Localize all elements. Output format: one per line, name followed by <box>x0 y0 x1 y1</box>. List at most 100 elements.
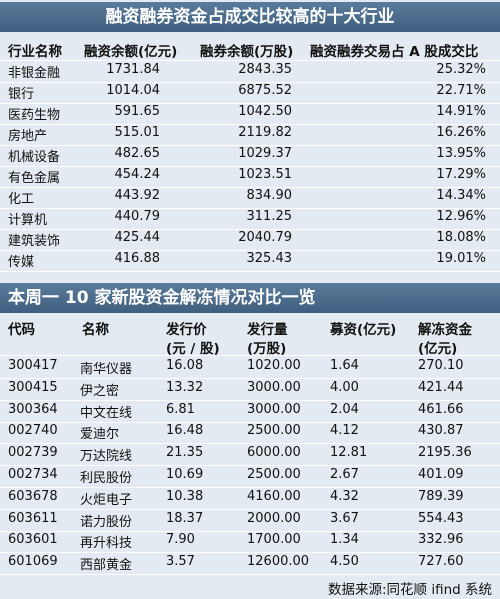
value-cell: 伊之密 <box>80 383 120 399</box>
header-cell: 募资(亿元) <box>330 322 397 338</box>
value-cell: 421.44 <box>418 379 464 395</box>
value-cell: 3.57 <box>166 554 195 570</box>
value-cell: 554.43 <box>418 510 464 526</box>
name-cell: 计算机 <box>8 213 48 228</box>
row-divider <box>0 552 500 554</box>
value-cell: 3000.00 <box>247 379 301 395</box>
value-cell: 诺力股份 <box>80 514 133 530</box>
row-divider <box>0 399 500 401</box>
value-cell: 454.24 <box>114 167 161 182</box>
row-divider <box>0 465 500 467</box>
name-cell: 建筑装饰 <box>8 234 61 249</box>
value-cell: 12600.00 <box>247 554 310 570</box>
row-divider <box>0 378 500 379</box>
value-cell: 461.66 <box>418 401 464 417</box>
header-cell: 行业名称 <box>8 44 62 60</box>
value-cell: 14.91% <box>436 104 486 119</box>
value-cell: 416.88 <box>114 251 161 266</box>
row-divider <box>0 145 500 146</box>
header-cell: 代码 <box>8 322 35 338</box>
value-cell: 21.35 <box>166 445 204 461</box>
value-cell: 17.29% <box>436 167 486 182</box>
value-cell: 443.92 <box>114 188 161 203</box>
name-cell: 传媒 <box>8 255 35 270</box>
row-divider <box>0 229 500 230</box>
value-cell: 4.50 <box>330 554 359 570</box>
code-cell: 300364 <box>8 401 58 417</box>
value-cell: 1700.00 <box>247 532 301 548</box>
value-cell: 13.95% <box>436 146 486 161</box>
row-divider <box>0 103 500 104</box>
value-cell: 4.32 <box>330 488 359 504</box>
value-cell: 6.81 <box>166 401 195 417</box>
value-cell: 6875.52 <box>238 83 292 98</box>
value-cell: 爱迪尔 <box>80 427 120 443</box>
header-cell: 融资余额(亿元) <box>84 44 178 60</box>
row-divider <box>0 421 500 423</box>
value-cell: 311.25 <box>246 209 293 224</box>
header-cell: (元 / 股) <box>166 341 220 357</box>
value-cell: 2843.35 <box>238 62 292 77</box>
code-cell: 603601 <box>8 532 58 548</box>
value-cell: 270.10 <box>418 358 464 373</box>
value-cell: 7.90 <box>166 532 195 548</box>
value-cell: 22.71% <box>436 83 486 98</box>
header-cell: 融资融券交易占 A 股成交比 <box>310 44 479 60</box>
row-divider <box>0 574 500 576</box>
value-cell: 789.39 <box>418 488 464 504</box>
value-cell: 中文在线 <box>80 405 133 421</box>
value-cell: 2000.00 <box>247 510 301 526</box>
value-cell: 2040.79 <box>238 230 292 245</box>
code-cell: 601069 <box>8 554 58 570</box>
value-cell: 16.48 <box>166 423 204 439</box>
row-divider <box>0 355 500 356</box>
value-cell: 12.81 <box>330 445 368 461</box>
value-cell: 727.60 <box>418 554 464 570</box>
value-cell: 3000.00 <box>247 401 301 417</box>
header-cell: (万股) <box>247 341 287 357</box>
value-cell: 6000.00 <box>247 445 301 461</box>
header-cell: 融券余额(万股) <box>200 44 294 60</box>
value-cell: 18.08% <box>436 230 486 245</box>
value-cell: 1.64 <box>330 358 359 373</box>
name-cell: 医药生物 <box>8 108 61 123</box>
value-cell: 14.34% <box>436 188 486 203</box>
value-cell: 1023.51 <box>238 167 292 182</box>
name-cell: 机械设备 <box>8 150 61 165</box>
value-cell: 1014.04 <box>106 83 160 98</box>
value-cell: 25.32% <box>436 62 486 77</box>
row-divider <box>0 530 500 532</box>
value-cell: 西部黄金 <box>80 558 133 574</box>
table-title: 本周一 10 家新股资金解冻情况对比一览 <box>0 283 500 313</box>
value-cell: 2500.00 <box>247 467 301 482</box>
name-cell: 有色金属 <box>8 171 61 186</box>
value-cell: 834.90 <box>246 188 293 203</box>
value-cell: 16.26% <box>436 125 486 140</box>
code-cell: 002734 <box>8 467 58 482</box>
value-cell: 2500.00 <box>247 423 301 439</box>
row-divider <box>0 187 500 188</box>
code-cell: 300415 <box>8 379 58 395</box>
value-cell: 2.04 <box>330 401 359 417</box>
value-cell: 火炬电子 <box>80 492 133 508</box>
value-cell: 440.79 <box>114 209 161 224</box>
row-divider <box>0 166 500 167</box>
name-cell: 房地产 <box>8 129 48 144</box>
code-cell: 603678 <box>8 488 58 504</box>
row-divider <box>0 60 500 61</box>
row-divider <box>0 487 500 488</box>
name-cell: 非银金融 <box>8 66 61 81</box>
value-cell: 10.69 <box>166 467 204 482</box>
code-cell: 300417 <box>8 358 58 373</box>
row-divider <box>0 208 500 209</box>
row-divider <box>0 250 500 251</box>
value-cell: 1.34 <box>330 532 359 548</box>
value-cell: 16.08 <box>166 358 204 373</box>
value-cell: 325.43 <box>246 251 293 266</box>
row-divider <box>0 124 500 125</box>
value-cell: 3.67 <box>330 510 359 526</box>
value-cell: 1042.50 <box>238 104 292 119</box>
table-title: 融资融券资金占成交比较高的十大行业 <box>0 2 500 32</box>
value-cell: 2119.82 <box>238 125 292 140</box>
